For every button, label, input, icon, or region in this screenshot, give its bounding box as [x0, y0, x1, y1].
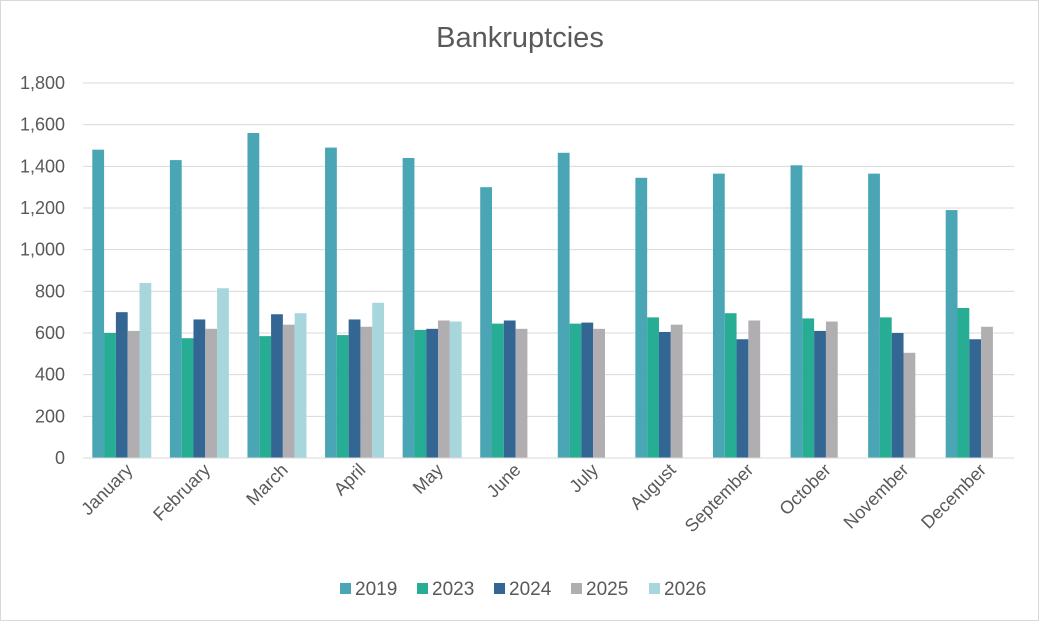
bar-2026-april	[372, 302, 385, 458]
bar-2019-march	[247, 133, 260, 458]
bar-2023-december	[957, 308, 970, 458]
bar-2023-january	[104, 333, 116, 458]
chart-title: Bankruptcies	[436, 22, 604, 54]
legend: 2019 2023 2024 2025 2026	[340, 579, 706, 600]
y-tick-label: 200	[35, 406, 65, 426]
bar-2025-december	[981, 326, 993, 458]
legend-label-2024: 2024	[509, 579, 552, 600]
bar-2026-february	[217, 288, 229, 458]
bar-2023-march	[259, 336, 272, 459]
bar-2023-august	[647, 317, 659, 459]
bar-2023-june	[492, 323, 504, 459]
bar-2024-april	[348, 319, 361, 458]
bar-2026-may	[449, 321, 462, 458]
x-tick-label: October	[775, 460, 834, 519]
bar-2019-october	[790, 165, 803, 459]
bar-2019-december	[945, 210, 958, 458]
bar-2024-september	[736, 339, 749, 458]
y-tick-label: 1,200	[20, 198, 65, 218]
x-tick-label: January	[77, 460, 136, 519]
y-tick-label: 1,400	[20, 156, 65, 176]
x-axis-ticks: January February March April May June July Augu…	[77, 460, 990, 536]
x-tick-label: March	[242, 460, 292, 510]
legend-swatch-2023	[417, 583, 428, 594]
bar-2019-august	[635, 177, 648, 459]
bar-2023-november	[879, 317, 892, 459]
bar-2019-january	[92, 149, 105, 459]
y-tick-label: 600	[35, 323, 65, 343]
bar-2025-february	[205, 328, 218, 458]
legend-swatch-2025	[571, 583, 582, 594]
bar-2025-april	[360, 326, 373, 458]
x-tick-label: August	[626, 460, 680, 514]
legend-swatch-2019	[340, 583, 351, 594]
legend-label-2026: 2026	[664, 579, 706, 600]
bar-2025-may	[438, 320, 450, 458]
x-tick-label: May	[409, 460, 447, 498]
y-tick-label: 1,800	[20, 73, 65, 93]
legend-label-2025: 2025	[586, 579, 628, 600]
bar-2019-november	[868, 173, 880, 459]
bar-2025-august	[670, 324, 683, 458]
bar-2024-june	[503, 320, 516, 458]
x-tick-label: June	[483, 460, 525, 502]
x-tick-label: July	[565, 460, 602, 497]
x-tick-label: February	[149, 460, 214, 525]
y-axis-ticks: 0 200 400 600 800 1,000 1,200 1,400 1,600 1,800	[20, 73, 65, 468]
bar-2024-july	[581, 322, 594, 458]
bar-2024-january	[115, 312, 128, 458]
bar-2025-july	[593, 328, 605, 458]
legend-label-2019: 2019	[355, 579, 397, 600]
y-tick-label: 1,000	[20, 240, 65, 260]
bar-2023-february	[181, 338, 194, 458]
x-tick-label: November	[840, 460, 913, 533]
bar-2023-september	[724, 313, 737, 458]
bar-2025-january	[127, 330, 140, 458]
bar-2019-september	[712, 173, 725, 459]
bar-2019-february	[169, 160, 182, 458]
bar-2023-april	[336, 335, 349, 458]
bar-2025-october	[825, 321, 838, 458]
legend-swatch-2026	[649, 583, 660, 594]
bar-2024-may	[426, 328, 439, 458]
y-tick-label: 0	[55, 448, 65, 468]
bar-2025-march	[282, 324, 295, 458]
bar-2024-october	[814, 330, 826, 458]
bar-2023-july	[569, 323, 582, 459]
bars	[92, 133, 993, 459]
bar-2024-december	[969, 339, 982, 458]
bar-2025-june	[515, 328, 528, 458]
legend-swatch-2024	[494, 583, 505, 594]
y-tick-label: 400	[35, 365, 65, 385]
bar-2025-september	[748, 320, 761, 458]
legend-label-2023: 2023	[432, 579, 474, 600]
bar-2025-november	[903, 352, 916, 458]
x-tick-label: December	[917, 460, 990, 533]
bar-2024-november	[891, 333, 904, 458]
bar-2023-may	[414, 329, 427, 459]
bar-2024-march	[271, 314, 283, 458]
x-tick-label: April	[330, 460, 370, 500]
x-tick-label: September	[681, 460, 757, 536]
bar-2019-may	[402, 158, 415, 458]
bar-2019-june	[480, 187, 493, 459]
y-tick-label: 1,600	[20, 115, 65, 135]
gridlines	[83, 82, 1014, 417]
bar-2026-march	[294, 313, 307, 458]
bar-2019-april	[325, 147, 337, 458]
y-tick-label: 800	[35, 281, 65, 301]
bar-2023-october	[802, 318, 815, 458]
bar-2024-august	[658, 331, 671, 458]
bar-2026-january	[139, 283, 152, 458]
bar-2019-july	[557, 152, 570, 459]
bar-2024-february	[193, 319, 206, 458]
